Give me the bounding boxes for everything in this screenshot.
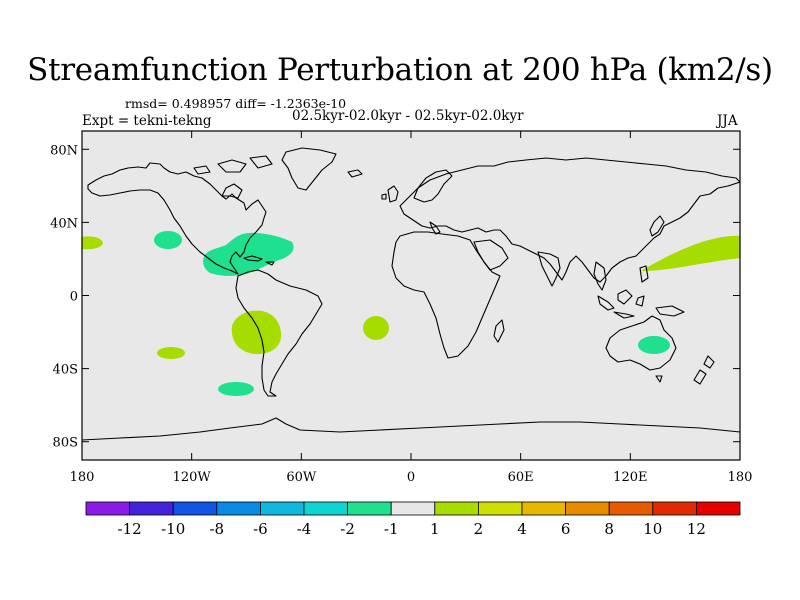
lon-tick-label: 60W (286, 470, 317, 485)
colorbar-swatch (696, 501, 741, 516)
coast-british-isles (381, 185, 399, 203)
colorbar-swatch (216, 501, 261, 516)
colorbar-label: 10 (643, 520, 662, 538)
anomaly-north-pacific-west-edge (82, 236, 103, 250)
colorbar-label: -4 (297, 520, 312, 538)
colorbar-swatch (521, 501, 566, 516)
coast-japan (649, 215, 665, 237)
lat-tick-label: 40S (53, 363, 78, 378)
coastlines (82, 147, 740, 441)
coast-scandinavia (413, 169, 453, 203)
colorbar-swatch (347, 501, 392, 516)
colorbar-swatch (129, 501, 174, 516)
colorbar-label: 4 (517, 520, 527, 538)
colorbar-swatch (172, 501, 218, 516)
period-label: 02.5kyr-02.0kyr - 02.5kyr-02.0kyr (292, 108, 524, 124)
colorbar-label: 1 (430, 520, 440, 538)
colorbar-label: 6 (561, 520, 571, 538)
colorbar-label: -12 (118, 520, 142, 538)
plot-title: Streamfunction Perturbation at 200 hPa (… (27, 52, 773, 88)
coast-new-guinea (655, 305, 685, 317)
colorbar-swatch (303, 501, 348, 516)
lat-tick-label: 80S (53, 436, 78, 451)
coast-indonesia (597, 289, 645, 319)
anomaly-south-atlantic (363, 316, 389, 340)
anomaly-west-pacific-band (641, 235, 740, 271)
lon-tick-label: 0 (407, 470, 415, 485)
coast-iceland (347, 169, 363, 178)
colorbar-swatch (608, 501, 654, 516)
coast-hudson-bay (221, 183, 243, 199)
colorbar-label: 8 (604, 520, 614, 538)
colorbar-swatch (434, 501, 479, 516)
coast-indochina (593, 261, 607, 291)
lat-tick-label: 40N (50, 216, 78, 231)
colorbar-label: -1 (384, 520, 399, 538)
anomaly-south-pacific-mid (157, 347, 185, 359)
coast-philippines (639, 265, 649, 283)
coast-north-america (87, 162, 267, 275)
colorbar-swatch (565, 501, 610, 516)
anomaly-south-america-west (231, 310, 282, 355)
anomaly-east-pacific-north (154, 231, 182, 249)
lon-tick-label: 120E (613, 470, 647, 485)
colorbar-swatch (652, 501, 697, 516)
lon-tick-label: 180 (728, 470, 753, 485)
colorbar-swatch (477, 501, 523, 516)
anomaly-eastern-australia (638, 336, 670, 354)
map-axes: 80N 40N 0 40S 80S 180 120W 60W 0 60E 120E 180 (50, 131, 752, 485)
colorbar-label: -2 (340, 520, 355, 538)
anomaly-south-pacific-east (218, 382, 254, 396)
colorbar-swatch (259, 501, 305, 516)
coast-antarctica (82, 417, 740, 441)
coast-madagascar (493, 319, 505, 343)
coast-africa (391, 231, 501, 359)
lon-tick-label: 180 (70, 470, 95, 485)
map-background (82, 131, 740, 460)
season-label: JJA (717, 113, 738, 129)
coast-new-zealand (693, 355, 715, 385)
statistics-label: rmsd= 0.498957 diff= -1.2363e-10 (125, 96, 347, 111)
colorbar-label: 12 (687, 520, 706, 538)
coast-caribbean-islands (243, 255, 275, 266)
coast-greenland (281, 147, 337, 191)
colorbar-label: -8 (209, 520, 224, 538)
coast-south-america (235, 269, 323, 397)
colorbar-swatch (390, 501, 436, 516)
colorbar-label: -10 (161, 520, 185, 538)
coast-tasmania (655, 375, 663, 383)
lon-tick-label: 120W (173, 470, 212, 485)
lat-tick-label: 0 (70, 290, 78, 305)
lon-tick-label: 60E (508, 470, 534, 485)
coast-eurasia (399, 157, 740, 283)
anomaly-layer (82, 231, 740, 396)
colorbar: -12 -10 -8 -6 -4 -2 -1 1 2 4 6 8 10 12 (85, 501, 741, 538)
coast-australia (605, 315, 677, 371)
anomaly-caribbean (203, 232, 294, 276)
coast-india (537, 251, 561, 287)
colorbar-label: 2 (474, 520, 484, 538)
experiment-label: Expt = tekni-tekng (82, 113, 212, 129)
colorbar-swatch (85, 501, 130, 516)
lat-tick-label: 80N (50, 143, 78, 158)
coast-arctic-islands (193, 155, 273, 175)
colorbar-label: -6 (253, 520, 268, 538)
